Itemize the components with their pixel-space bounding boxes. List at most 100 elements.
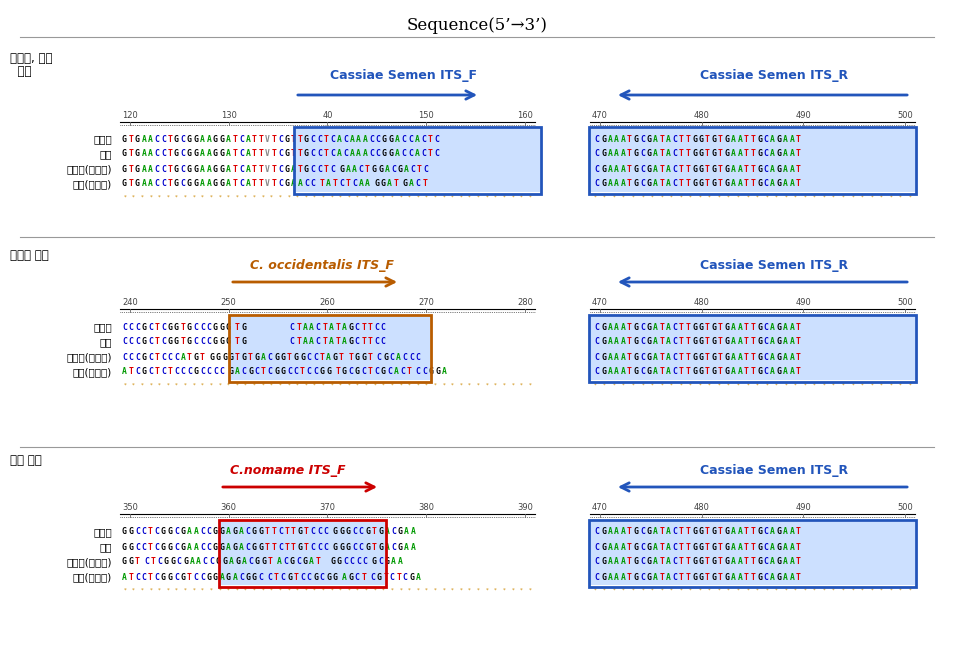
Text: C: C <box>161 149 166 159</box>
Text: A: A <box>620 149 625 159</box>
Text: C: C <box>206 528 212 536</box>
Text: C: C <box>135 323 140 331</box>
Text: T: T <box>718 323 722 331</box>
Text: T: T <box>365 165 370 173</box>
Text: G: G <box>646 165 651 173</box>
Text: *: * <box>132 382 135 388</box>
Text: *: * <box>869 588 872 592</box>
Text: G: G <box>258 528 263 536</box>
Text: *: * <box>382 382 384 388</box>
Text: *: * <box>132 195 135 199</box>
Text: A: A <box>769 149 774 159</box>
Text: C: C <box>639 528 644 536</box>
Text: C: C <box>290 323 294 331</box>
Text: C: C <box>369 135 374 143</box>
Text: *: * <box>355 588 358 592</box>
Text: C: C <box>672 558 677 566</box>
Text: A: A <box>122 368 127 376</box>
Text: G: G <box>219 179 224 189</box>
Text: *: * <box>528 382 531 388</box>
Text: A: A <box>769 542 774 552</box>
Text: C: C <box>380 323 385 331</box>
Text: *: * <box>821 382 824 388</box>
Text: C: C <box>277 542 283 552</box>
Bar <box>230 317 430 380</box>
Text: A: A <box>326 352 331 362</box>
Text: C: C <box>416 368 420 376</box>
Text: *: * <box>408 195 411 199</box>
Text: *: * <box>476 588 479 592</box>
Text: G: G <box>168 542 172 552</box>
Text: G: G <box>698 528 702 536</box>
Text: A: A <box>769 323 774 331</box>
Text: *: * <box>175 382 178 388</box>
Text: G: G <box>435 368 439 376</box>
Text: C: C <box>180 179 185 189</box>
Text: T: T <box>704 542 709 552</box>
Text: *: * <box>502 195 505 199</box>
Text: G: G <box>141 352 146 362</box>
Text: T: T <box>704 135 709 143</box>
Text: C: C <box>316 542 321 552</box>
Text: *: * <box>736 195 739 199</box>
Text: *: * <box>764 195 767 199</box>
Text: G: G <box>646 558 651 566</box>
Text: A: A <box>665 165 670 173</box>
Text: C: C <box>594 542 598 552</box>
Text: *: * <box>287 195 290 199</box>
Text: A: A <box>607 135 612 143</box>
Text: A: A <box>782 179 787 189</box>
Text: *: * <box>659 588 662 592</box>
Text: G: G <box>388 135 393 143</box>
Text: C: C <box>295 558 301 566</box>
Text: C: C <box>200 368 205 376</box>
Text: T: T <box>795 323 801 331</box>
Text: A: A <box>653 352 658 362</box>
Text: *: * <box>850 382 853 388</box>
Text: *: * <box>416 195 419 199</box>
Text: T: T <box>718 542 722 552</box>
Text: A: A <box>730 352 735 362</box>
Text: G: G <box>600 149 605 159</box>
Text: G: G <box>193 352 198 362</box>
Text: *: * <box>783 588 786 592</box>
Text: T: T <box>268 558 273 566</box>
Text: C: C <box>374 368 378 376</box>
Text: A: A <box>737 179 741 189</box>
Text: *: * <box>860 382 862 388</box>
Text: C: C <box>377 558 382 566</box>
Text: G: G <box>345 528 350 536</box>
Text: A: A <box>620 558 625 566</box>
Text: G: G <box>213 135 217 143</box>
Text: A: A <box>607 165 612 173</box>
Text: G: G <box>377 542 382 552</box>
Text: *: * <box>494 195 497 199</box>
Text: A: A <box>653 542 658 552</box>
Text: T: T <box>300 368 305 376</box>
Text: A: A <box>326 179 331 189</box>
Text: T: T <box>291 149 295 159</box>
Text: G: G <box>377 528 382 536</box>
Text: C: C <box>343 149 348 159</box>
Text: T: T <box>750 165 755 173</box>
Text: C: C <box>129 352 133 362</box>
Text: *: * <box>425 195 428 199</box>
Text: T: T <box>718 352 722 362</box>
Text: 결명차: 결명차 <box>93 322 112 332</box>
Text: C: C <box>141 572 146 582</box>
Text: *: * <box>831 195 834 199</box>
Text: G: G <box>234 558 240 566</box>
Text: G: G <box>600 368 605 376</box>
Text: V: V <box>265 135 270 143</box>
Text: T: T <box>659 323 664 331</box>
Text: C: C <box>135 352 140 362</box>
Text: T: T <box>261 368 266 376</box>
Text: A: A <box>730 528 735 536</box>
Text: C: C <box>639 135 644 143</box>
Text: T: T <box>704 572 709 582</box>
Text: *: * <box>468 382 471 388</box>
Text: T: T <box>718 572 722 582</box>
Text: G: G <box>213 165 217 173</box>
Text: A: A <box>730 323 735 331</box>
Text: T: T <box>718 135 722 143</box>
